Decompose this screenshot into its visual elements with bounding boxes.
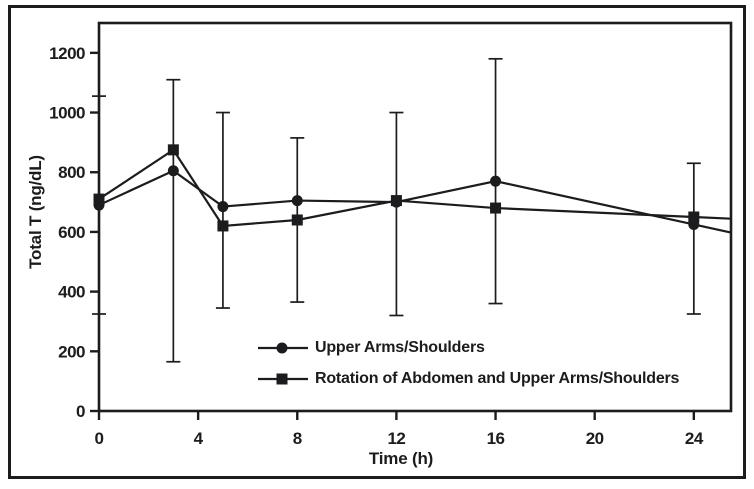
x-axis-tick-label: 4 (194, 429, 204, 448)
error-bar (686, 162, 701, 315)
data-point-circle (291, 195, 303, 207)
error-bar (166, 78, 181, 363)
y-axis-tick-label: 1000 (49, 104, 85, 123)
data-point-square (490, 202, 502, 214)
x-axis-tick-label: 20 (586, 429, 604, 448)
x-axis-tick-label: 8 (293, 429, 302, 448)
series-line-square (98, 148, 732, 228)
x-axis-tick-label: 0 (95, 429, 104, 448)
legend-label: Upper Arms/Shoulders (315, 338, 485, 356)
legend-square-marker (276, 373, 288, 384)
y-axis-tick-label: 800 (58, 163, 85, 182)
legend-circle-marker (276, 342, 288, 353)
legend-label: Rotation of Abdomen and Upper Arms/Shoul… (315, 369, 680, 387)
x-axis-tick-label: 24 (685, 429, 704, 448)
y-axis-title: Total T (ng/dL) (26, 155, 45, 269)
series-line-circle (98, 169, 732, 234)
data-point-square (291, 214, 303, 226)
data-point-square (688, 211, 700, 223)
legend-entry-rotation-abdomen: Rotation of Abdomen and Upper Arms/Shoul… (258, 364, 679, 393)
error-bar (389, 111, 404, 317)
legend-entry-upper-arms-shoulders: Upper Arms/Shoulders (258, 333, 679, 362)
x-axis-title: Time (h) (368, 449, 434, 468)
data-point-square (217, 220, 229, 232)
data-point-circle (167, 165, 179, 177)
x-axis-tick-label: 16 (487, 429, 505, 448)
legend-key-square (258, 373, 308, 384)
y-axis-tick-label: 600 (58, 223, 85, 242)
y-axis-tick-label: 200 (58, 342, 85, 361)
data-point-square (390, 195, 402, 207)
y-axis-tick-label: 400 (58, 283, 85, 302)
data-point-circle (490, 175, 502, 187)
data-point-square (93, 193, 105, 205)
x-axis-tick-label: 12 (387, 429, 405, 448)
y-axis-tick-label: 0 (76, 402, 85, 421)
data-point-square (167, 144, 179, 156)
legend-key-circle (258, 342, 308, 353)
figure-border (8, 5, 746, 479)
data-point-circle (217, 201, 229, 213)
y-axis-tick-label: 1200 (49, 44, 85, 63)
legend: Upper Arms/Shoulders Rotation of Abdomen… (258, 333, 679, 393)
